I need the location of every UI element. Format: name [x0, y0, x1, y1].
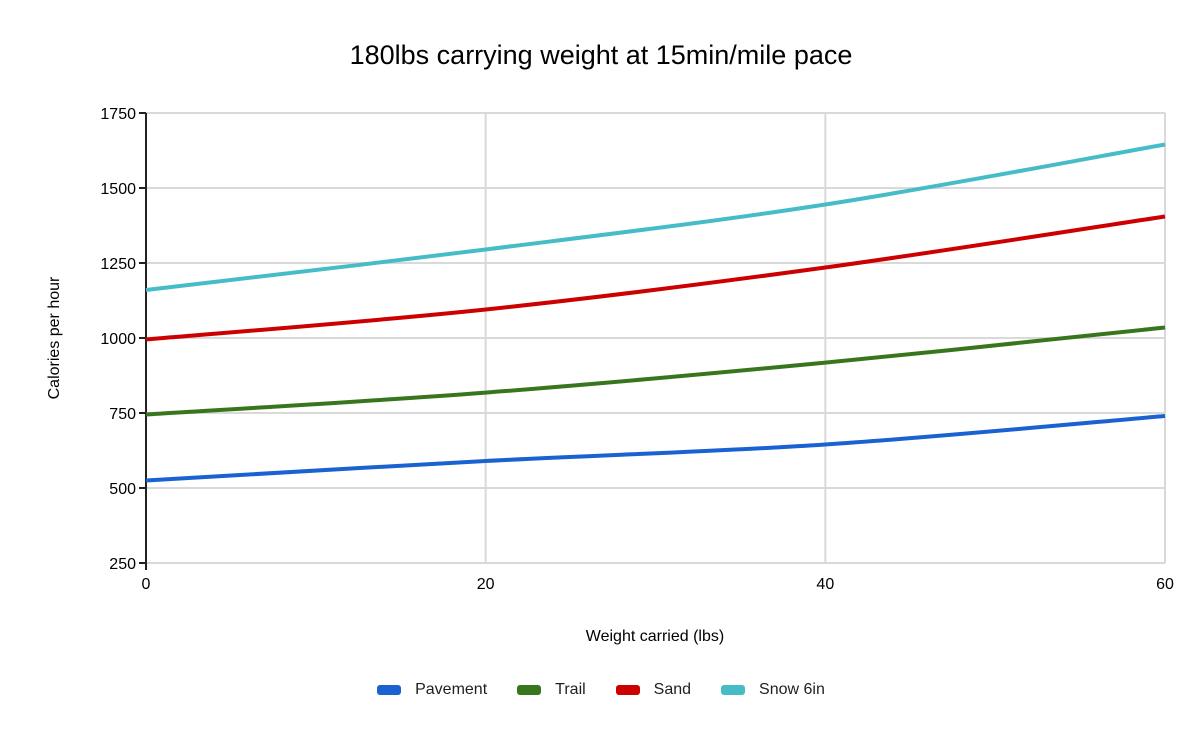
- legend-item-pavement[interactable]: Pavement: [377, 681, 487, 699]
- legend-item-trail[interactable]: Trail: [517, 681, 586, 699]
- series-line-sand[interactable]: [145, 214, 1166, 342]
- legend-label: Pavement: [415, 681, 488, 698]
- legend-swatch-snow-6in: [721, 685, 746, 695]
- x-tick-label-20: 20: [477, 576, 495, 593]
- x-tick-label-0: 0: [142, 576, 151, 593]
- legend-item-snow-6in[interactable]: Snow 6in: [721, 681, 825, 699]
- y-tick-label-1250: 1250: [100, 256, 136, 273]
- legend-label: Trail: [555, 681, 586, 698]
- x-axis-title: Weight carried (lbs): [585, 628, 725, 645]
- legend-label: Snow 6in: [759, 681, 825, 698]
- y-tick-label-750: 750: [109, 406, 136, 423]
- series-line-trail[interactable]: [145, 325, 1166, 417]
- x-tick-label-60: 60: [1156, 576, 1174, 593]
- legend-swatch-trail: [517, 685, 542, 695]
- y-tick-label-250: 250: [109, 556, 136, 573]
- y-tick-label-1000: 1000: [100, 331, 136, 348]
- series-line-pavement[interactable]: [145, 414, 1166, 483]
- y-tick-label-1500: 1500: [100, 181, 136, 198]
- series-line-snow-6in[interactable]: [145, 142, 1166, 292]
- legend-swatch-sand: [615, 685, 640, 695]
- legend-label: Sand: [653, 681, 692, 698]
- legend-swatch-pavement: [377, 685, 402, 695]
- y-tick-label-500: 500: [109, 481, 136, 498]
- y-tick-label-1750: 1750: [100, 106, 136, 123]
- legend-item-sand[interactable]: Sand: [615, 681, 692, 699]
- chart-title: 180lbs carrying weight at 15min/mile pac…: [349, 40, 853, 70]
- legend: Pavement Trail Sand Snow 6in: [0, 681, 1202, 699]
- x-tick-label-40: 40: [816, 576, 834, 593]
